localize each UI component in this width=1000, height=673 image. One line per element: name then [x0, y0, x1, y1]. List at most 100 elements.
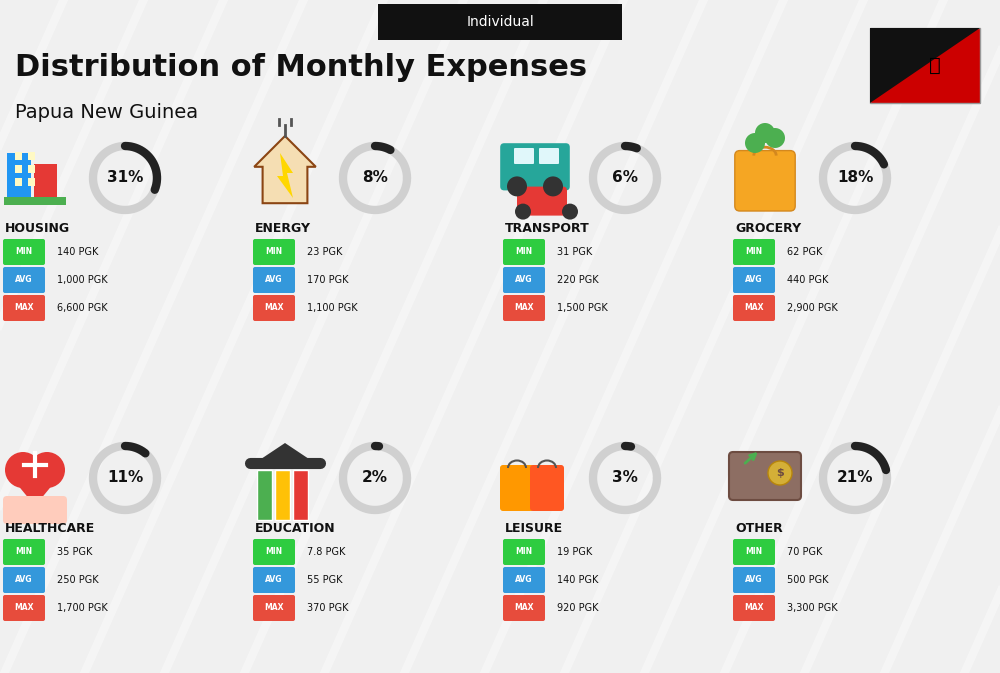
Text: AVG: AVG	[745, 275, 763, 285]
FancyBboxPatch shape	[3, 595, 45, 621]
FancyBboxPatch shape	[3, 267, 45, 293]
FancyBboxPatch shape	[500, 465, 534, 511]
Circle shape	[765, 128, 785, 148]
Text: 6%: 6%	[612, 170, 638, 186]
FancyBboxPatch shape	[275, 470, 290, 520]
FancyBboxPatch shape	[539, 148, 559, 164]
FancyBboxPatch shape	[257, 470, 272, 520]
Text: MAX: MAX	[514, 604, 534, 612]
FancyBboxPatch shape	[733, 267, 775, 293]
Text: AVG: AVG	[265, 575, 283, 584]
Text: Papua New Guinea: Papua New Guinea	[15, 104, 198, 122]
Circle shape	[745, 133, 765, 153]
FancyBboxPatch shape	[378, 4, 622, 40]
Text: MAX: MAX	[744, 604, 764, 612]
FancyBboxPatch shape	[253, 239, 295, 265]
Text: MAX: MAX	[744, 304, 764, 312]
Text: 170 PGK: 170 PGK	[307, 275, 349, 285]
Polygon shape	[254, 136, 316, 203]
Polygon shape	[7, 472, 63, 506]
Circle shape	[543, 176, 563, 197]
FancyBboxPatch shape	[7, 153, 31, 203]
Text: MIN: MIN	[265, 548, 283, 557]
FancyBboxPatch shape	[733, 239, 775, 265]
Text: 31 PGK: 31 PGK	[557, 247, 592, 257]
FancyBboxPatch shape	[503, 295, 545, 321]
Text: 62 PGK: 62 PGK	[787, 247, 822, 257]
Text: HEALTHCARE: HEALTHCARE	[5, 522, 95, 534]
Text: 23 PGK: 23 PGK	[307, 247, 342, 257]
Circle shape	[507, 176, 527, 197]
FancyBboxPatch shape	[28, 152, 35, 160]
FancyBboxPatch shape	[3, 496, 67, 524]
Text: GROCERY: GROCERY	[735, 221, 801, 234]
FancyBboxPatch shape	[3, 539, 45, 565]
FancyBboxPatch shape	[28, 165, 35, 173]
Text: 31%: 31%	[107, 170, 143, 186]
Text: 220 PGK: 220 PGK	[557, 275, 599, 285]
Text: AVG: AVG	[515, 275, 533, 285]
Text: 500 PGK: 500 PGK	[787, 575, 828, 585]
Text: AVG: AVG	[745, 575, 763, 584]
FancyBboxPatch shape	[293, 470, 308, 520]
Text: Distribution of Monthly Expenses: Distribution of Monthly Expenses	[15, 53, 587, 83]
Text: MIN: MIN	[15, 548, 33, 557]
Text: 11%: 11%	[107, 470, 143, 485]
FancyBboxPatch shape	[253, 267, 295, 293]
Text: AVG: AVG	[15, 575, 33, 584]
Text: MIN: MIN	[15, 248, 33, 256]
Text: 2,900 PGK: 2,900 PGK	[787, 303, 838, 313]
FancyBboxPatch shape	[15, 178, 22, 186]
Text: MIN: MIN	[515, 548, 533, 557]
FancyBboxPatch shape	[253, 295, 295, 321]
FancyBboxPatch shape	[253, 595, 295, 621]
Text: 18%: 18%	[837, 170, 873, 186]
Text: MIN: MIN	[745, 248, 763, 256]
Text: MAX: MAX	[514, 304, 534, 312]
FancyBboxPatch shape	[503, 567, 545, 593]
FancyBboxPatch shape	[733, 567, 775, 593]
Text: ENERGY: ENERGY	[255, 221, 311, 234]
Circle shape	[29, 452, 65, 488]
Polygon shape	[277, 153, 293, 198]
Text: TRANSPORT: TRANSPORT	[505, 221, 590, 234]
Text: 140 PGK: 140 PGK	[557, 575, 598, 585]
Text: 3%: 3%	[612, 470, 638, 485]
Circle shape	[562, 204, 578, 219]
FancyBboxPatch shape	[500, 143, 570, 190]
Text: 19 PGK: 19 PGK	[557, 547, 592, 557]
Text: 7.8 PGK: 7.8 PGK	[307, 547, 345, 557]
Text: $: $	[776, 468, 784, 478]
FancyBboxPatch shape	[514, 148, 534, 164]
Circle shape	[515, 204, 531, 219]
Text: EDUCATION: EDUCATION	[255, 522, 336, 534]
Text: 1,700 PGK: 1,700 PGK	[57, 603, 108, 613]
FancyBboxPatch shape	[3, 295, 45, 321]
Circle shape	[5, 452, 41, 488]
Polygon shape	[870, 28, 980, 103]
FancyBboxPatch shape	[4, 197, 66, 205]
Text: 920 PGK: 920 PGK	[557, 603, 598, 613]
FancyBboxPatch shape	[733, 595, 775, 621]
Text: MIN: MIN	[745, 548, 763, 557]
Text: AVG: AVG	[15, 275, 33, 285]
FancyBboxPatch shape	[503, 267, 545, 293]
FancyBboxPatch shape	[530, 465, 564, 511]
Text: LEISURE: LEISURE	[505, 522, 563, 534]
Text: MIN: MIN	[515, 248, 533, 256]
FancyBboxPatch shape	[517, 186, 567, 215]
Text: 440 PGK: 440 PGK	[787, 275, 828, 285]
FancyBboxPatch shape	[733, 539, 775, 565]
Text: 🦅: 🦅	[929, 55, 941, 75]
Text: 2%: 2%	[362, 470, 388, 485]
FancyBboxPatch shape	[15, 152, 22, 160]
Text: 21%: 21%	[837, 470, 873, 485]
Circle shape	[755, 123, 775, 143]
FancyBboxPatch shape	[253, 539, 295, 565]
FancyBboxPatch shape	[3, 239, 45, 265]
FancyBboxPatch shape	[28, 178, 35, 186]
Text: 140 PGK: 140 PGK	[57, 247, 98, 257]
FancyBboxPatch shape	[729, 452, 801, 500]
FancyBboxPatch shape	[735, 151, 795, 211]
Text: 1,500 PGK: 1,500 PGK	[557, 303, 608, 313]
